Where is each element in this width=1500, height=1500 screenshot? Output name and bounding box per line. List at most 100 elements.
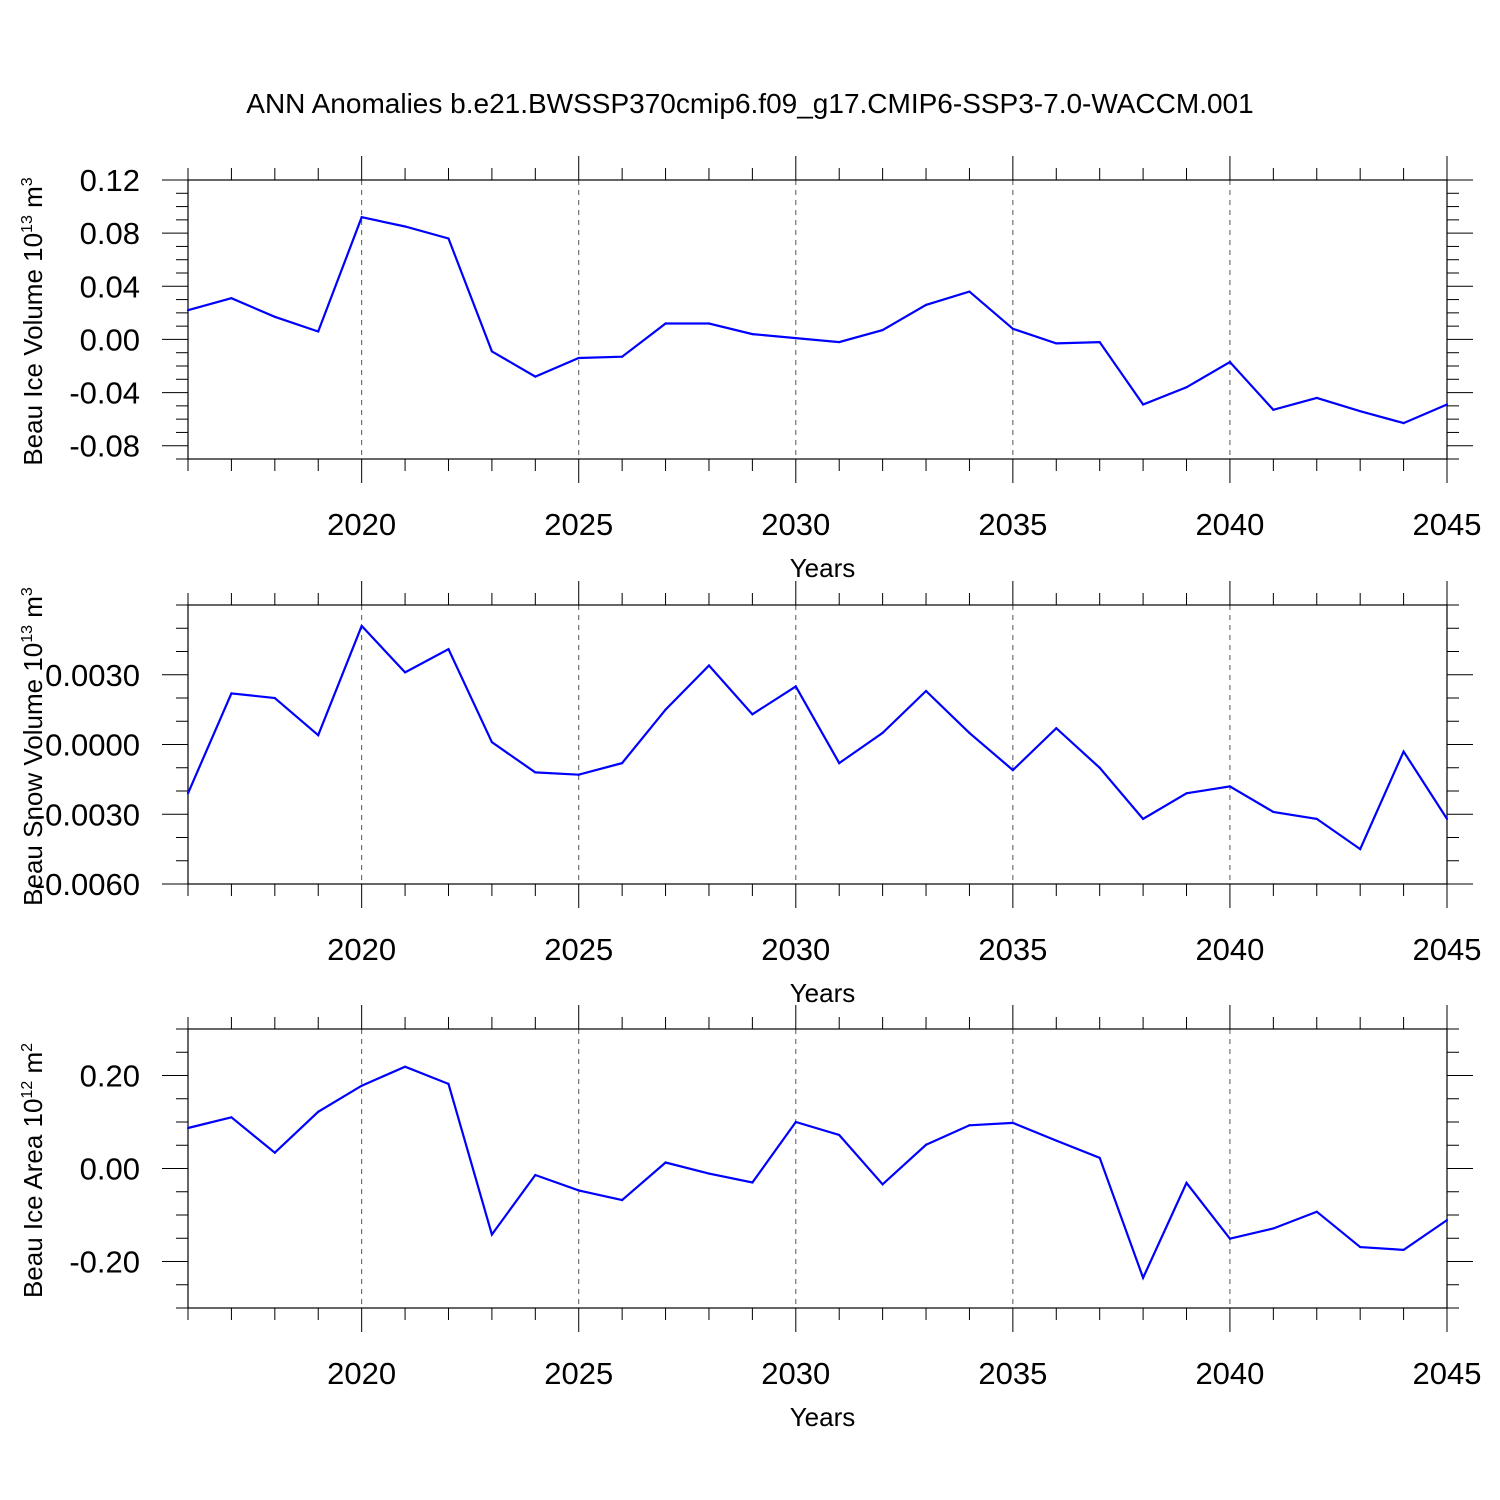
data-point: [621, 355, 624, 358]
data-point: [1055, 727, 1058, 730]
data-point: [1359, 848, 1362, 851]
data-point: [1272, 408, 1275, 411]
data-point: [968, 1124, 971, 1127]
y-tick-label: 0.04: [80, 269, 140, 304]
data-point: [1445, 403, 1449, 406]
y-tick-label: 0.08: [80, 216, 140, 251]
data-point: [1185, 386, 1188, 389]
y-tick-label: -0.0030: [35, 797, 140, 832]
page-title: ANN Anomalies b.e21.BWSSP370cmip6.f09_g1…: [246, 88, 1254, 119]
plot-frame: [187, 179, 1448, 460]
data-point: [273, 696, 276, 700]
x-tick-label: 2020: [327, 1356, 396, 1391]
data-point: [707, 1172, 711, 1175]
data-point: [1315, 1210, 1318, 1213]
x-tick-label: 2025: [544, 507, 613, 542]
data-point: [360, 216, 363, 219]
data-point: [490, 1233, 493, 1236]
data-point: [881, 329, 884, 332]
x-tick-label: 2045: [1413, 932, 1482, 967]
data-point: [1142, 403, 1145, 406]
data-point: [1185, 1181, 1188, 1185]
plot-frame: [187, 604, 1448, 885]
data-point: [230, 297, 233, 300]
data-point: [447, 648, 450, 651]
x-tick-label: 2045: [1413, 1356, 1482, 1391]
data-point: [186, 792, 190, 795]
data-point: [273, 1151, 276, 1154]
data-point: [881, 731, 884, 734]
data-point: [1098, 1156, 1101, 1159]
x-tick-label: 2025: [544, 932, 613, 967]
data-point: [1142, 817, 1145, 821]
data-point: [577, 356, 580, 360]
x-axis-title: Years: [790, 553, 856, 583]
data-point: [534, 1173, 537, 1177]
data-point: [1228, 785, 1232, 788]
x-axis-title: Years: [790, 1402, 856, 1432]
x-tick-label: 2030: [761, 507, 830, 542]
x-tick-label: 2035: [978, 932, 1047, 967]
data-point: [230, 1116, 233, 1119]
data-point: [1315, 396, 1318, 399]
data-point: [447, 237, 450, 240]
data-point: [1228, 1237, 1232, 1240]
y-tick-label: -0.08: [69, 429, 140, 464]
y-tick-label: 0.0030: [45, 658, 140, 693]
y-tick-label: 0.00: [80, 1152, 140, 1187]
chart-panel-3: 0.20 0.00 -0.20 2020 2025 2030 2035 2040 2045 Yea…: [18, 1005, 1481, 1432]
x-tick-label: 2030: [761, 1356, 830, 1391]
data-point: [924, 689, 928, 693]
x-tick-label: 2035: [978, 1356, 1047, 1391]
data-point: [534, 771, 537, 774]
data-point: [1359, 410, 1362, 413]
data-point: [621, 762, 624, 765]
x-tick-label: 2020: [327, 507, 396, 542]
x-tick-label: 2040: [1195, 932, 1264, 967]
data-point: [1098, 766, 1101, 769]
data-point: [403, 225, 407, 228]
data-point: [317, 1110, 320, 1113]
y-axis-title: Beau Ice Volume 1013 m3: [18, 177, 48, 465]
data-point: [1272, 1227, 1275, 1230]
data-point: [577, 1189, 580, 1192]
data-point: [1445, 817, 1449, 821]
series-line: [187, 1065, 1448, 1281]
data-point: [1272, 810, 1275, 814]
data-point: [1185, 792, 1188, 795]
data-point: [838, 1133, 841, 1137]
data-point: [403, 1065, 407, 1068]
x-tick-label: 2020: [327, 932, 396, 967]
series-line: [186, 623, 1448, 851]
y-tick-label: -0.20: [69, 1245, 140, 1280]
x-tick-label: 2040: [1195, 1356, 1264, 1391]
data-point: [924, 303, 928, 306]
data-point: [1402, 422, 1405, 425]
data-point: [490, 350, 493, 353]
data-point: [273, 315, 276, 318]
data-point: [707, 322, 711, 325]
data-point: [360, 624, 363, 628]
series-line: [187, 215, 1448, 425]
data-point: [664, 322, 667, 325]
data-point: [1011, 768, 1014, 772]
y-tick-label: -0.0060: [35, 867, 140, 902]
data-point: [1055, 342, 1058, 345]
plot-frame: [187, 1028, 1448, 1309]
data-point: [751, 333, 754, 336]
data-point: [317, 734, 320, 737]
y-tick-label: 0.00: [80, 322, 140, 357]
data-point: [1142, 1276, 1145, 1279]
data-point: [577, 773, 580, 776]
data-point: [838, 762, 841, 765]
data-point: [1402, 750, 1405, 753]
data-point: [664, 708, 667, 711]
data-point: [794, 685, 797, 688]
data-point: [1055, 1139, 1058, 1142]
y-axis-title: Beau Ice Area 1012 m2: [18, 1043, 48, 1298]
data-point: [1011, 1121, 1014, 1125]
y-tick-label: -0.04: [69, 376, 140, 411]
data-point: [621, 1199, 624, 1202]
data-point: [794, 337, 797, 340]
